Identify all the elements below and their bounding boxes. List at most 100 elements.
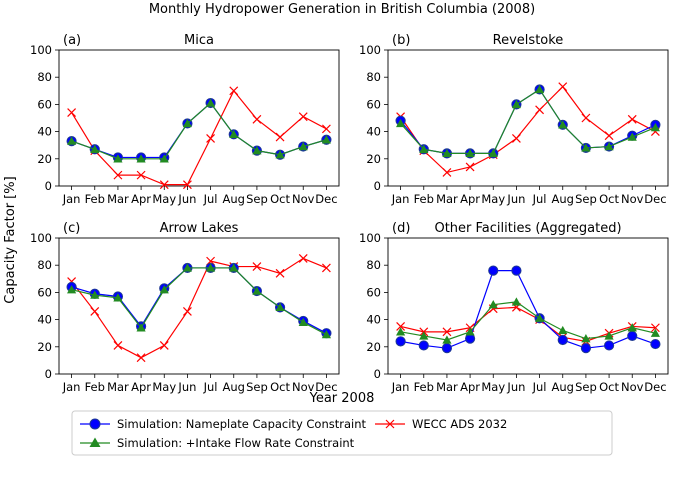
data-point-intake [205,98,216,107]
data-point-wecc [136,353,146,363]
data-point-intake [252,286,262,295]
y-tick-label: 100 [30,231,52,245]
data-point-wecc [298,253,308,263]
data-point-intake [442,335,452,344]
series-intake [396,84,660,158]
panel-label: (d) [392,221,410,236]
data-point-intake [558,120,568,129]
data-point-nameplate [488,265,499,276]
series-nameplate [66,262,332,339]
series-line-intake [400,301,656,341]
data-point-wecc [465,162,475,172]
x-tick-label: Aug [552,380,574,394]
x-tick-label: Apr [460,380,480,394]
legend-marker-intake [89,437,101,447]
legend: Simulation: Nameplate Capacity Constrain… [71,410,613,456]
x-tick-label: Jan [62,380,81,394]
panel-2: Revelstoke (b) 0 20 40 60 80 100 Jan Feb Mar Apr May… [359,33,669,206]
x-tick-label: Jan [391,380,410,394]
legend-label-wecc: WECC ADS 2032 [412,417,507,431]
x-tick-label: Oct [599,192,619,206]
data-point-wecc [442,327,452,337]
data-point-wecc [396,321,406,331]
data-point-wecc [298,112,308,122]
data-point-intake [298,317,308,326]
x-tick-label: Mar [107,380,129,394]
data-point-intake [229,263,239,272]
data-point-intake [581,334,591,343]
x-tick-label: Jun [177,380,196,394]
data-point-intake [159,154,169,163]
data-point-intake [581,143,591,152]
panel-label: (c) [63,221,80,236]
x-axis-label: Year 2008 [309,391,375,406]
data-point-intake [113,154,123,163]
data-point-intake [650,122,660,132]
legend-frame [71,410,613,456]
y-tick-label: 60 [366,285,381,299]
x-tick-label: Aug [223,380,245,394]
x-tick-label: Feb [414,192,434,206]
data-point-wecc [182,180,192,190]
y-tick-label: 40 [366,125,381,139]
series-wecc [67,86,331,190]
x-tick-label: Feb [85,192,105,206]
series-nameplate [66,97,332,163]
data-point-intake [604,141,614,151]
data-point-intake [182,263,193,272]
data-point-nameplate [650,338,661,350]
x-tick-label: Jul [532,192,547,206]
legend-label-nameplate: Simulation: Nameplate Capacity Constrain… [117,417,367,431]
data-point-intake [627,132,637,141]
data-point-wecc [136,170,146,180]
y-tick-label: 0 [45,179,52,193]
x-tick-label: Oct [599,380,619,394]
data-point-intake [252,146,262,155]
data-point-intake [488,148,498,158]
panel-title: Other Facilities (Aggregated) [434,221,621,236]
series-line-wecc [400,306,656,342]
x-tick-label: Jul [532,380,547,394]
x-tick-label: Sep [575,192,597,206]
data-point-wecc [321,124,331,134]
data-point-intake [396,327,406,336]
data-point-wecc [206,133,216,143]
x-tick-label: May [481,192,505,206]
data-point-intake [465,327,475,336]
x-tick-label: Nov [621,380,644,394]
x-tick-label: Apr [131,380,151,394]
data-point-wecc [90,307,100,316]
x-tick-label: Apr [131,192,151,206]
y-tick-label: 60 [37,285,52,299]
plot-frame [387,237,669,375]
y-tick-label: 80 [366,70,381,84]
series-line-intake [71,102,327,160]
data-point-wecc [159,341,169,350]
x-tick-label: Aug [223,192,245,206]
data-point-intake [465,148,475,158]
x-tick-label: Mar [436,192,458,206]
legend-item-nameplate: Simulation: Nameplate Capacity Constrain… [80,417,367,431]
x-tick-label: Sep [246,380,268,394]
data-point-intake [604,331,614,340]
series-wecc [67,253,331,363]
series-wecc [396,82,660,177]
x-tick-label: Oct [270,192,290,206]
data-point-intake [419,331,429,340]
series-line-wecc [71,89,327,186]
panel-title: Arrow Lakes [160,221,239,236]
data-point-intake [419,144,429,153]
plot-frame [387,49,669,187]
data-point-wecc [159,180,169,190]
y-tick-label: 0 [45,367,52,381]
data-point-wecc [182,307,192,316]
data-point-intake [67,136,77,145]
y-tick-label: 60 [37,97,52,111]
data-point-intake [321,329,331,339]
figure-title: Monthly Hydropower Generation in British… [149,2,535,17]
data-point-wecc [650,323,660,333]
series-intake [67,98,331,163]
data-point-nameplate [395,336,406,347]
data-point-intake [558,325,568,335]
